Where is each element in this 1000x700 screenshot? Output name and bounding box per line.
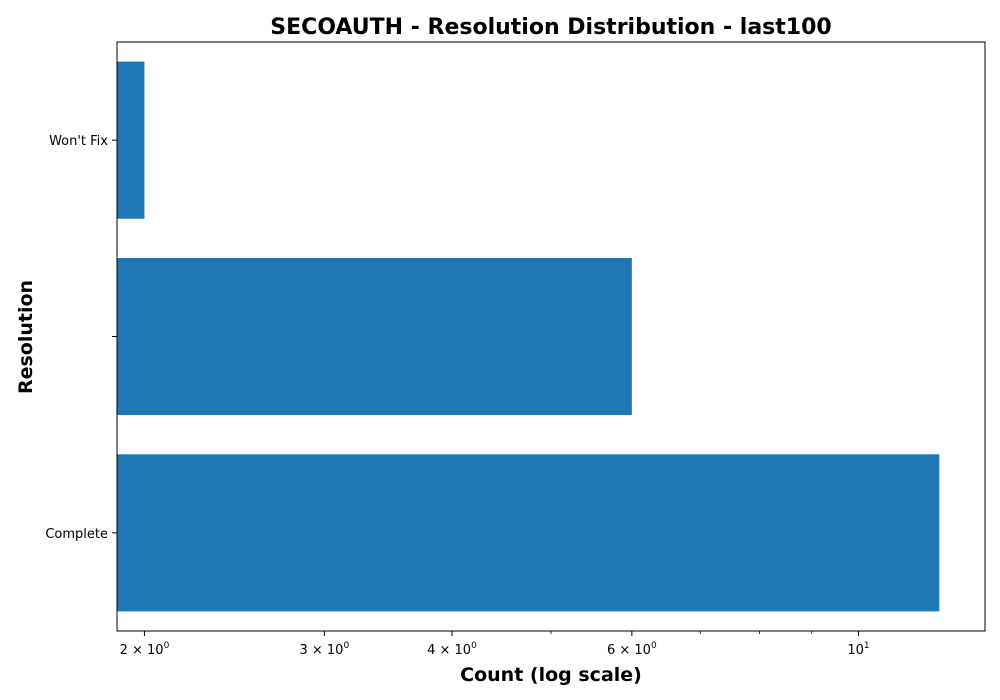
bar bbox=[117, 454, 940, 612]
x-tick-base: 10 bbox=[847, 643, 864, 658]
y-tick-label: Complete bbox=[45, 527, 108, 542]
x-tick-base: 3 × 10 bbox=[299, 643, 343, 658]
x-tick-exponent: 1 bbox=[864, 641, 870, 651]
y-ticks: Complete Won't Fix bbox=[45, 134, 117, 542]
x-tick-exponent: 0 bbox=[471, 641, 477, 651]
x-tick-label: 6 × 100 bbox=[607, 641, 657, 658]
x-axis-label: Count (log scale) bbox=[460, 664, 642, 686]
x-tick-label: 101 bbox=[847, 641, 869, 658]
y-axis-label: Resolution bbox=[15, 280, 37, 394]
x-tick-label: 3 × 100 bbox=[299, 641, 349, 658]
x-tick-label: 4 × 100 bbox=[427, 641, 477, 658]
x-tick-exponent: 0 bbox=[343, 641, 349, 651]
x-tick-base: 6 × 10 bbox=[607, 643, 651, 658]
bar bbox=[117, 61, 145, 219]
x-tick-base: 2 × 10 bbox=[120, 643, 164, 658]
x-ticks: 2 × 100 3 × 100 4 × 100 6 × 100 101 bbox=[120, 631, 870, 658]
x-tick-base: 4 × 10 bbox=[427, 643, 471, 658]
x-tick-exponent: 0 bbox=[164, 641, 170, 651]
chart-title: SECOAUTH - Resolution Distribution - las… bbox=[270, 15, 831, 40]
y-tick-label: Won't Fix bbox=[49, 134, 108, 149]
bar bbox=[117, 257, 632, 416]
x-tick-exponent: 0 bbox=[651, 641, 657, 651]
bars-layer bbox=[117, 61, 940, 612]
x-tick-label: 2 × 100 bbox=[120, 641, 170, 658]
